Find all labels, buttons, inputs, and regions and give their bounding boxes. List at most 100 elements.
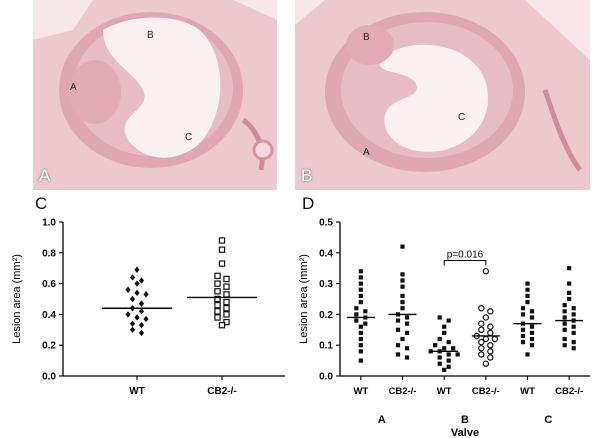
data-point [129,326,136,333]
data-point [491,335,499,343]
data-point [562,343,567,348]
data-point [400,244,405,249]
data-point [223,291,230,298]
y-tick-label: 0.5 [319,218,333,229]
y-tick-label: 0.2 [319,310,333,321]
data-point [562,303,567,308]
data-point [223,283,230,290]
data-point [134,314,140,321]
data-point [218,321,226,329]
x-tick-label: WT [129,386,145,397]
data-point [395,352,401,357]
data-point [358,269,363,274]
data-point [138,329,145,337]
panel-letter-b: B [301,166,313,185]
histology-image-b: B A C [295,0,590,190]
data-point [562,336,567,342]
data-point [562,327,567,332]
data-point [404,330,410,335]
data-point [358,324,363,329]
data-point [358,287,363,292]
data-point [478,345,485,352]
y-axis-title: Lesion area (mm²) [298,254,310,344]
data-point [487,308,494,315]
data-point [442,330,447,335]
region-label-c: C [185,132,192,143]
data-point [529,315,535,320]
data-point [437,361,442,366]
data-point [571,346,576,351]
data-point [487,329,494,337]
data-point [437,355,442,360]
data-point [446,364,451,369]
y-tick-label: 0.0 [42,372,56,383]
data-point [363,321,368,326]
data-point [134,266,140,273]
data-point [571,306,576,311]
data-point [400,306,405,311]
histology-panel-b: B A C B [295,0,590,190]
data-point [525,352,530,357]
data-point [520,306,526,311]
y-tick-label: 1.0 [42,218,56,229]
data-point [455,352,460,357]
data-point [567,290,572,295]
data-point [446,358,451,363]
data-point [562,315,567,320]
data-point [214,272,221,280]
data-point [451,346,456,351]
data-point [529,330,535,335]
data-point [354,318,359,323]
data-point [404,355,410,360]
group-label: A [378,414,386,426]
data-point [134,280,140,287]
x-tick-label: CB2-/- [207,386,236,397]
data-point [143,315,149,323]
x-tick-label: CB2-/- [472,386,500,397]
data-point [214,314,221,321]
y-tick-label: 0.4 [319,248,333,259]
data-point [214,308,221,315]
data-point [400,272,405,277]
data-point [442,346,447,351]
region-label-b: B [147,30,154,41]
data-point [214,301,221,309]
data-point [446,352,451,357]
data-point [404,346,410,351]
data-point [567,281,572,286]
data-point [214,295,221,303]
region-label-a: A [70,82,77,93]
group-label: B [461,414,469,426]
data-point [567,266,572,271]
data-point [525,281,530,286]
data-point [358,336,363,342]
data-point [404,321,410,326]
x-tick-label: CB2-/- [555,386,583,397]
group-label: C [544,414,552,426]
data-point [138,277,145,284]
data-point [478,351,485,358]
data-point [400,299,405,305]
data-point [358,349,363,354]
significance-label: p=0.016 [447,250,484,261]
panel-letter-d: D [302,194,315,213]
data-point [487,341,494,349]
data-point [520,327,526,332]
data-point [525,293,530,299]
y-tick-label: 0.8 [42,248,56,259]
data-point [218,260,226,267]
data-point [525,299,530,305]
chart-c: 0.0 0.2 0.4 0.6 0.8 1.0 Lesion area (mm²) WT CB2… [11,218,285,397]
data-point [214,280,221,287]
data-point [482,360,490,367]
data-point [529,343,535,348]
data-point [571,330,576,335]
panel-letter-c: C [35,194,48,213]
data-point [138,321,145,329]
data-point [358,330,363,335]
y-tick-label: 0.1 [319,341,333,352]
x-tick-label: CB2-/- [389,386,417,397]
data-point [487,323,494,330]
data-point [129,274,136,281]
data-point [520,312,526,317]
